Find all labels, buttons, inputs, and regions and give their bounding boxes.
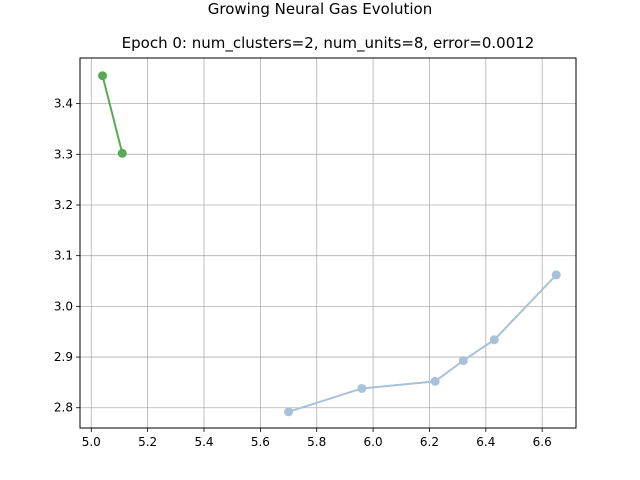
x-tick-label: 5.6 (251, 435, 270, 449)
plot-frame (79, 57, 577, 429)
series-2-point (458, 356, 468, 366)
x-tick-label: 5.8 (307, 435, 326, 449)
x-tick-label: 6.0 (364, 435, 383, 449)
y-tick-label: 3.2 (54, 198, 73, 212)
series-1-point (117, 148, 127, 158)
series-2-point (357, 383, 367, 393)
y-tick-label: 2.8 (54, 401, 73, 415)
x-tick-label: 5.2 (138, 435, 157, 449)
y-tick-label: 3.4 (54, 97, 73, 111)
series-2-point (430, 376, 440, 386)
y-tick-label: 3.1 (54, 249, 73, 263)
chart-title: Epoch 0: num_clusters=2, num_units=8, er… (121, 34, 535, 52)
series-2-point (284, 407, 294, 417)
figure-suptitle: Growing Neural Gas Evolution (207, 0, 433, 18)
series-line-1 (101, 75, 124, 154)
series-line-2 (288, 274, 557, 413)
x-tick-label: 5.0 (82, 435, 101, 449)
x-tick-label: 6.2 (420, 435, 439, 449)
series-2-point (489, 335, 499, 345)
y-tick-label: 3.0 (54, 299, 73, 313)
y-axis: 2.8 2.9 3.0 3.1 3.2 3.3 3.4 (54, 97, 80, 415)
series-2-point (551, 270, 561, 280)
x-axis: 5.0 5.2 5.4 5.6 5.8 6.0 6.2 6.4 6.6 (82, 428, 552, 449)
x-tick-label: 6.4 (476, 435, 495, 449)
y-tick-label: 2.9 (54, 350, 73, 364)
series-1-point (98, 71, 108, 81)
series-layer (98, 71, 561, 417)
x-tick-label: 5.4 (194, 435, 213, 449)
y-tick-label: 3.3 (54, 147, 73, 161)
x-tick-label: 6.6 (533, 435, 552, 449)
grid-lines (80, 58, 576, 428)
